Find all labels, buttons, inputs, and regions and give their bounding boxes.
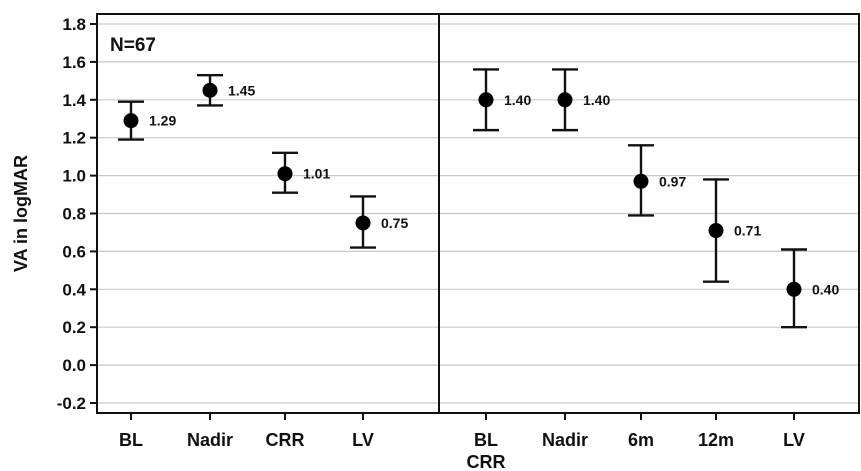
y-tick-label: 0.6 xyxy=(62,242,86,261)
data-point xyxy=(633,173,649,189)
data-point xyxy=(478,92,494,108)
data-label: 1.40 xyxy=(504,92,531,108)
y-axis-title: VA in logMAR xyxy=(11,155,31,272)
x-tick-label: Nadir xyxy=(542,430,588,450)
data-label: 0.40 xyxy=(812,281,839,297)
data-label: 0.75 xyxy=(381,215,408,231)
y-axis: 1.8 1.6 1.4 1.2 1.0 0.8 0.6 0.4 0.2 0.0 -0.2 xyxy=(57,15,97,413)
data-point xyxy=(123,113,139,129)
gridlines xyxy=(97,23,859,404)
data-point xyxy=(355,215,371,231)
x-tick-label: CRR xyxy=(266,430,305,450)
x-tick-label: BL xyxy=(119,430,143,450)
data-point xyxy=(786,281,802,297)
y-tick-label: 0.8 xyxy=(62,205,86,224)
y-tick-label: 1.4 xyxy=(62,91,86,110)
y-tick-label: 1.6 xyxy=(62,53,86,72)
data-point xyxy=(277,166,293,182)
data-label: 1.45 xyxy=(228,82,255,98)
x-tick-label: LV xyxy=(783,430,805,450)
x-tick-label: 12m xyxy=(698,430,734,450)
x-tick-label: BL xyxy=(474,430,498,450)
data-label: 1.01 xyxy=(303,166,330,182)
x-tick-label: Nadir xyxy=(187,430,233,450)
y-tick-label: 1.2 xyxy=(62,129,86,148)
panel2-group-label: CRR xyxy=(467,452,506,471)
y-tick-label: 1.8 xyxy=(62,15,86,34)
data-point xyxy=(708,223,724,239)
y-tick-label: 0.4 xyxy=(62,280,86,299)
y-tick-label: 1.0 xyxy=(62,167,86,186)
x-axis: BL Nadir CRR LV BL Nadir 6m 12m LV xyxy=(119,413,805,450)
data-point xyxy=(202,82,218,98)
data-point xyxy=(557,92,573,108)
data-marks: 1.29 1.45 1.01 0.75 1.40 1.40 0.97 0.71 0.40 xyxy=(118,68,839,329)
y-tick-label: 0.0 xyxy=(62,356,86,375)
data-label: 1.29 xyxy=(149,113,176,129)
sample-size-annotation: N=67 xyxy=(110,35,156,56)
data-label: 0.97 xyxy=(659,173,686,189)
x-tick-label: LV xyxy=(352,430,374,450)
y-tick-label: -0.2 xyxy=(57,394,86,413)
data-label: 1.40 xyxy=(583,92,610,108)
data-label: 0.71 xyxy=(734,223,761,239)
y-tick-label: 0.2 xyxy=(62,318,86,337)
plot-frame xyxy=(96,13,860,414)
x-tick-label: 6m xyxy=(628,430,654,450)
